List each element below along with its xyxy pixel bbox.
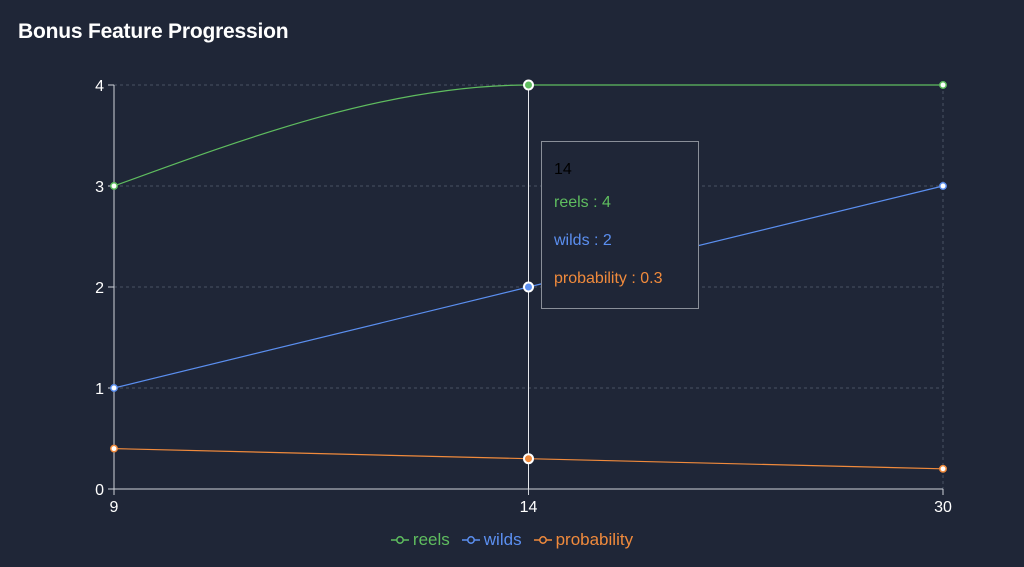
chart-legend: reels wilds probability bbox=[0, 530, 1024, 550]
tooltip-row-reels: reels : 4 bbox=[554, 194, 611, 211]
tooltip-row-probability: probability : 0.3 bbox=[554, 270, 663, 287]
x-tick-label-2: 30 bbox=[934, 499, 952, 516]
legend-item-reels[interactable]: reels bbox=[390, 530, 450, 550]
legend-label-wilds: wilds bbox=[483, 530, 522, 549]
tooltip-label: 14 bbox=[554, 161, 572, 178]
data-point-probability-2 bbox=[939, 464, 947, 473]
chart-title: Bonus Feature Progression bbox=[18, 20, 289, 43]
data-point-reels-1 bbox=[523, 79, 534, 91]
y-tick-label-0: 0 bbox=[95, 482, 104, 499]
data-point-reels-2 bbox=[939, 81, 947, 89]
y-tick-label-4: 4 bbox=[95, 78, 104, 95]
data-point-wilds-0 bbox=[110, 384, 118, 392]
legend-item-wilds[interactable]: wilds bbox=[461, 530, 522, 550]
y-tick-label-2: 2 bbox=[95, 280, 104, 297]
y-tick-label-1: 1 bbox=[95, 381, 104, 398]
legend-label-probability: probability bbox=[555, 530, 634, 549]
x-tick-label-0: 9 bbox=[110, 499, 119, 516]
y-tick-label-3: 3 bbox=[95, 179, 104, 196]
legend-marker-wilds-icon bbox=[461, 536, 480, 544]
data-point-wilds-2 bbox=[939, 182, 947, 190]
data-point-probability-1 bbox=[523, 453, 534, 465]
data-point-wilds-1 bbox=[523, 281, 534, 293]
x-tick-label-1: 14 bbox=[520, 499, 538, 516]
legend-marker-probability-icon bbox=[533, 536, 552, 544]
chart-tooltip: 14 reels : 4 wilds : 2 probability : 0.3 bbox=[541, 141, 699, 309]
legend-label-reels: reels bbox=[412, 530, 450, 549]
legend-item-probability[interactable]: probability bbox=[533, 530, 634, 550]
data-point-probability-0 bbox=[110, 444, 118, 453]
legend-marker-reels-icon bbox=[390, 536, 409, 544]
data-point-reels-0 bbox=[110, 182, 118, 190]
tooltip-row-wilds: wilds : 2 bbox=[554, 232, 612, 249]
